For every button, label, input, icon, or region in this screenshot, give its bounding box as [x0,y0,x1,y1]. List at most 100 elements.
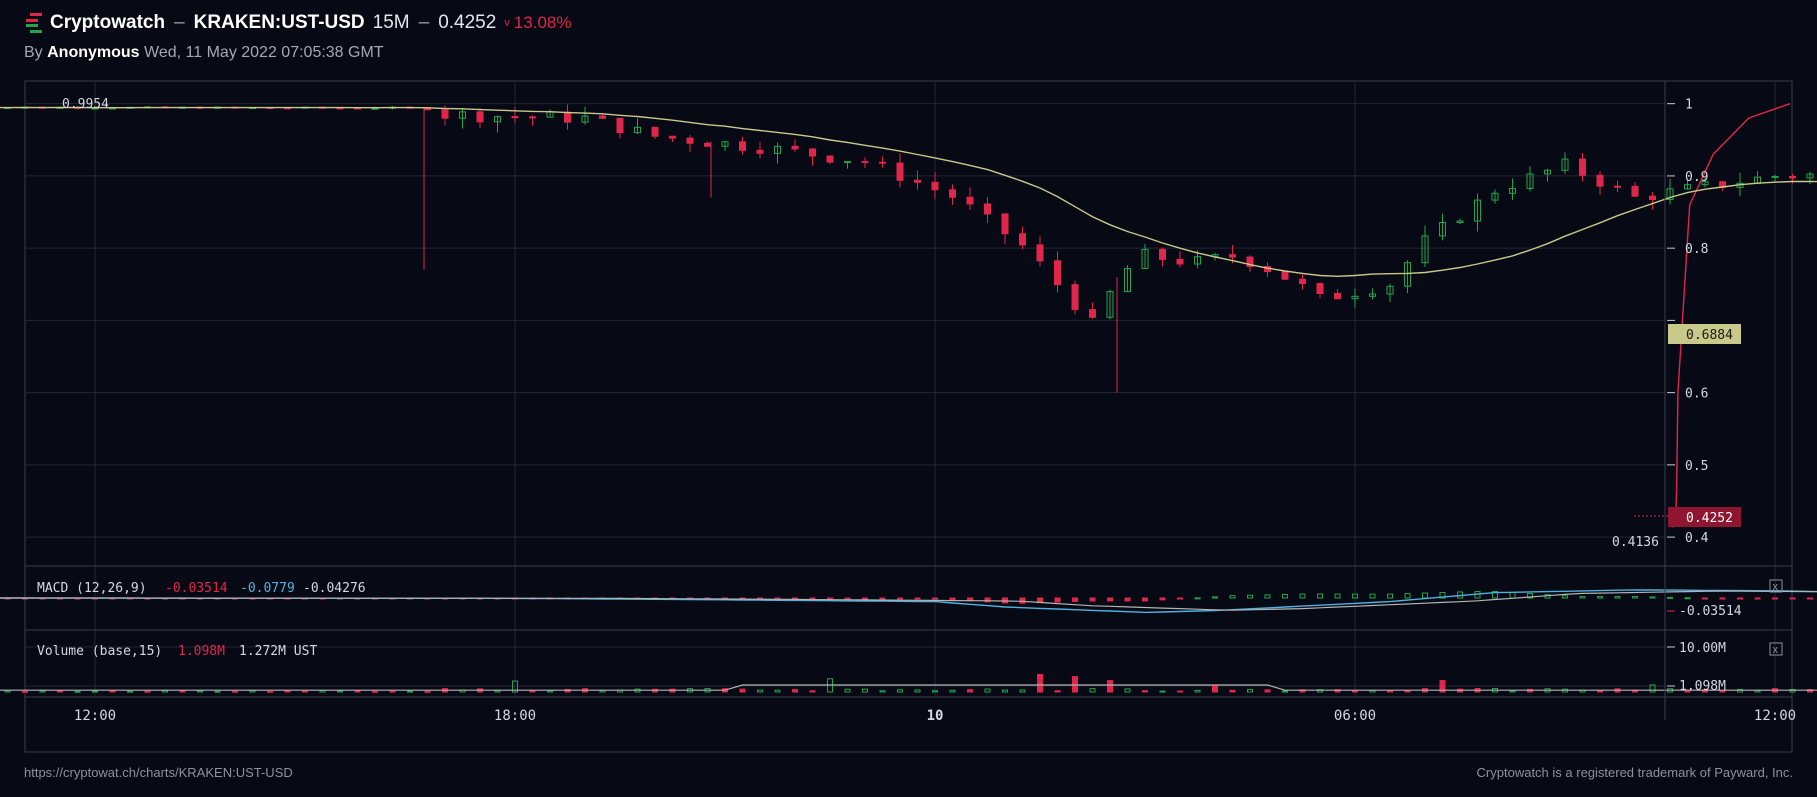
candle-body [1141,248,1149,270]
candle-body [1316,283,1324,295]
time-tick-label: 12:00 [74,708,116,724]
volume-close-button[interactable]: x [1769,642,1783,656]
header-separator: – [174,12,185,33]
macd-hist-bar [1772,597,1778,600]
macd-hist-bar [1737,597,1743,600]
candle-body [704,142,711,147]
candle-body [1789,175,1796,179]
macd-hist-bar [1247,594,1253,599]
candle-body [1526,173,1534,189]
volume-bar [1037,673,1043,693]
time-tick-label: 06:00 [1334,708,1376,724]
candle-body [371,107,379,110]
volume-bar [984,688,991,693]
candle-body [651,126,659,137]
volume-bar [1142,690,1148,693]
candle-body [1159,248,1166,260]
macd-hist-bar [1054,597,1061,603]
candle-body [1701,181,1709,186]
candle-body [1474,199,1481,222]
macd-hist-bar [932,597,938,600]
macd-hist-bar [1282,593,1288,599]
candle-body [686,137,694,144]
macd-axis-label: -0.03514 [1679,604,1742,619]
candle-body [739,141,746,151]
down-arrow-icon: v [504,17,510,29]
by-label: By [24,44,43,61]
candle-body [1089,309,1096,318]
volume-bar [144,690,151,693]
volume-bar [407,690,413,693]
macd-value: -0.03514 [165,581,228,596]
time-tick-label: 10 [927,708,944,724]
macd-hist-bar [1334,593,1341,599]
macd-hist-bar [1632,596,1638,599]
macd-hist-bar [1702,597,1708,600]
candle-body [861,161,869,164]
volume-bar [547,690,553,693]
candle-body [511,116,519,119]
macd-hist-bar [809,597,816,600]
candle-body [756,149,764,154]
candle-body [1106,291,1114,318]
macd-hist-bar [1789,597,1796,600]
price-axis: 1 0.9 0.8 0.6 0.5 0.4 [1667,98,1709,546]
candle-body [791,145,799,150]
market-pair[interactable]: KRAKEN:UST-USD [193,12,365,33]
price-tick-label: 1 [1685,98,1693,113]
volume-bar [372,690,378,693]
macd-hist-bar [1212,596,1218,599]
brand-name[interactable]: Cryptowatch [50,12,166,33]
candle-body [1404,262,1411,287]
ma-price-tag [1668,324,1741,344]
volume-bar [284,690,291,693]
macd-hist-bar [1719,597,1726,600]
last-price-tag-text: 0.4252 [1686,511,1733,526]
candle-body [581,115,589,123]
volume-axis-label-2: 1.098M [1679,679,1726,694]
candle-body [721,141,729,147]
candle-body [1001,213,1009,235]
macd-hist-bar [879,597,886,600]
volume-bar [4,690,11,693]
candle-body [826,155,834,163]
candle-body [966,196,974,205]
candle-body [494,116,501,123]
candle-body [669,135,676,139]
candle-body [1036,244,1044,262]
macd-hist-bar [1597,596,1603,599]
candle-body [1614,185,1621,188]
trading-chart[interactable]: 1 0.9 0.8 0.6 0.5 0.4 0.9954 0.4136 0.6884 0.… [0,0,1817,760]
macd-close-button[interactable]: x [1769,579,1783,593]
chart-url[interactable]: https://cryptowat.ch/charts/KRAKEN:UST-U… [24,765,293,780]
candle-body [1369,293,1376,297]
price-change-value: 13.08% [513,13,572,32]
volume-bar [897,689,903,693]
close-icon: x [1773,581,1779,593]
candle-body [1176,258,1184,265]
high-price-label: 0.9954 [62,97,109,112]
volume-label: Volume (base,15) [37,644,162,659]
macd-hist-bar [897,597,903,600]
author-name[interactable]: Anonymous [47,44,140,61]
last-price-tag [1668,507,1741,527]
candle-body [616,117,624,134]
macd-hist-bar [1807,597,1813,600]
candle-body [1544,169,1551,175]
candle-body [1684,184,1691,190]
macd-hist-bar [984,597,991,603]
volume-bar [914,689,921,693]
volume-bar [302,690,308,693]
macd-hist-bar [1177,597,1183,600]
candle-body [1491,192,1499,201]
volume-bar [92,690,98,693]
candle-body [949,189,956,198]
macd-hist-bar [1194,597,1201,600]
macd-hist-bar [1229,595,1236,599]
candle-body [844,161,851,164]
volume-bar [862,688,868,693]
volume-bar [1159,690,1166,693]
volume-bar [739,688,746,693]
macd-hist-bar [1684,597,1691,600]
